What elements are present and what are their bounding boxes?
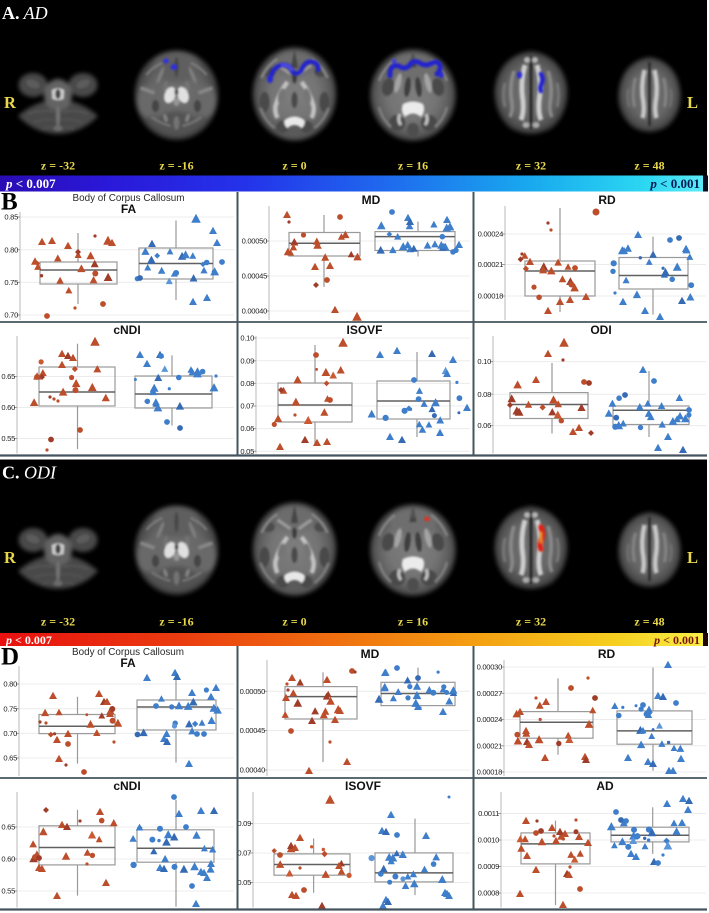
svg-text:B: B (1, 189, 18, 216)
svg-text:0.0010: 0.0010 (478, 836, 500, 845)
svg-text:z = -16: z = -16 (159, 159, 193, 173)
svg-text:p < 0.007: p < 0.007 (5, 633, 52, 647)
svg-text:AD: AD (596, 779, 614, 793)
svg-text:0.06: 0.06 (477, 421, 491, 430)
svg-text:0.0011: 0.0011 (478, 809, 499, 818)
svg-text:0.00040: 0.00040 (242, 307, 267, 316)
svg-text:0.85: 0.85 (4, 213, 18, 222)
svg-text:0.70: 0.70 (3, 729, 17, 738)
svg-text:RD: RD (598, 647, 616, 661)
svg-text:z = 0: z = 0 (282, 159, 306, 173)
svg-text:0.00024: 0.00024 (477, 715, 502, 724)
svg-text:0.60: 0.60 (1, 403, 15, 412)
svg-text:0.05: 0.05 (240, 447, 254, 456)
svg-text:0.00018: 0.00018 (478, 292, 503, 301)
svg-text:z = 48: z = 48 (634, 615, 664, 629)
svg-text:0.65: 0.65 (1, 372, 15, 381)
svg-text:z = 32: z = 32 (516, 159, 546, 173)
svg-text:p < 0.007: p < 0.007 (5, 176, 56, 191)
svg-text:0.75: 0.75 (3, 704, 17, 713)
svg-text:ODI: ODI (590, 323, 611, 337)
svg-text:0.00030: 0.00030 (477, 663, 502, 672)
svg-text:0.09: 0.09 (240, 356, 254, 365)
svg-text:z = -16: z = -16 (159, 615, 193, 629)
svg-text:0.08: 0.08 (477, 390, 491, 399)
svg-text:0.00027: 0.00027 (477, 689, 502, 698)
svg-text:0.00045: 0.00045 (242, 272, 267, 281)
svg-text:0.70: 0.70 (4, 311, 18, 320)
svg-text:0.65: 0.65 (3, 754, 17, 763)
svg-text:0.75: 0.75 (4, 278, 18, 287)
svg-text:0.55: 0.55 (1, 887, 15, 896)
svg-text:L: L (687, 548, 698, 567)
svg-text:0.00021: 0.00021 (478, 260, 503, 269)
svg-text:0.65: 0.65 (1, 823, 15, 832)
svg-text:R: R (4, 93, 17, 112)
svg-text:0.10: 0.10 (240, 334, 254, 343)
svg-text:0.05: 0.05 (237, 878, 251, 887)
svg-text:z = 0: z = 0 (282, 615, 306, 629)
svg-text:z = 48: z = 48 (634, 159, 664, 173)
svg-text:z = 16: z = 16 (398, 615, 428, 629)
svg-text:z = 32: z = 32 (516, 615, 546, 629)
svg-text:0.0009: 0.0009 (478, 862, 500, 871)
svg-text:0.00050: 0.00050 (242, 237, 267, 246)
svg-text:Body of Corpus Callosum: Body of Corpus Callosum (73, 193, 185, 204)
svg-text:0.00050: 0.00050 (240, 687, 265, 696)
svg-text:0.00024: 0.00024 (478, 230, 503, 239)
svg-text:0.80: 0.80 (3, 680, 17, 689)
svg-text:0.00040: 0.00040 (240, 766, 265, 775)
svg-text:ISOVF: ISOVF (346, 323, 382, 337)
svg-text:FA: FA (121, 202, 137, 216)
svg-text:D: D (1, 644, 19, 671)
svg-text:0.55: 0.55 (1, 434, 15, 443)
svg-text:cNDI: cNDI (113, 779, 140, 793)
svg-text:0.0008: 0.0008 (478, 889, 500, 898)
svg-text:RD: RD (598, 193, 616, 207)
svg-text:0.00018: 0.00018 (477, 768, 502, 777)
svg-text:0.07: 0.07 (237, 849, 251, 858)
svg-text:cNDI: cNDI (113, 323, 140, 337)
svg-text:FA: FA (120, 656, 136, 670)
svg-text:ISOVF: ISOVF (345, 779, 381, 793)
svg-text:p < 0.001: p < 0.001 (653, 633, 700, 647)
svg-text:z = 16: z = 16 (398, 159, 428, 173)
svg-text:0.09: 0.09 (237, 819, 251, 828)
svg-text:z = -32: z = -32 (41, 159, 75, 173)
svg-text:MD: MD (362, 193, 381, 207)
svg-text:R: R (4, 548, 17, 567)
svg-text:Body of Corpus Callosum: Body of Corpus Callosum (72, 647, 184, 658)
svg-text:L: L (687, 93, 698, 112)
svg-text:p < 0.001: p < 0.001 (649, 176, 700, 191)
svg-text:C. ODI: C. ODI (2, 463, 57, 483)
svg-text:z = -32: z = -32 (41, 615, 75, 629)
svg-text:0.80: 0.80 (4, 245, 18, 254)
svg-text:MD: MD (361, 647, 380, 661)
svg-text:0.06: 0.06 (240, 424, 254, 433)
svg-text:0.00021: 0.00021 (477, 741, 502, 750)
svg-text:0.60: 0.60 (1, 855, 15, 864)
svg-text:0.07: 0.07 (240, 402, 254, 411)
svg-text:A. AD: A. AD (2, 3, 48, 23)
svg-text:0.08: 0.08 (240, 379, 254, 388)
svg-text:0.10: 0.10 (477, 357, 491, 366)
svg-text:0.00045: 0.00045 (240, 726, 265, 735)
